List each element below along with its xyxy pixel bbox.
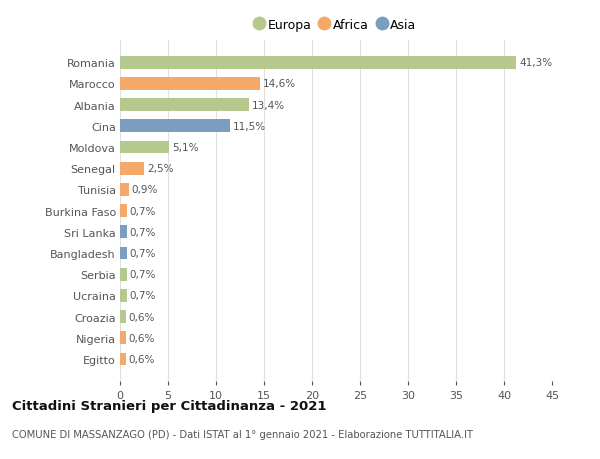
Bar bbox=[120, 289, 127, 302]
Text: 0,7%: 0,7% bbox=[130, 269, 156, 280]
Text: 0,9%: 0,9% bbox=[131, 185, 158, 195]
Text: 2,5%: 2,5% bbox=[147, 164, 173, 174]
Text: 0,7%: 0,7% bbox=[130, 206, 156, 216]
Legend: Europa, Africa, Asia: Europa, Africa, Asia bbox=[251, 14, 421, 37]
Bar bbox=[120, 78, 260, 90]
Text: 0,6%: 0,6% bbox=[128, 354, 155, 364]
Bar bbox=[120, 141, 169, 154]
Bar bbox=[120, 99, 248, 112]
Bar bbox=[120, 226, 127, 239]
Bar bbox=[120, 184, 128, 196]
Bar bbox=[120, 120, 230, 133]
Text: 0,7%: 0,7% bbox=[130, 227, 156, 237]
Text: 14,6%: 14,6% bbox=[263, 79, 296, 89]
Bar bbox=[120, 162, 144, 175]
Text: COMUNE DI MASSANZAGO (PD) - Dati ISTAT al 1° gennaio 2021 - Elaborazione TUTTITA: COMUNE DI MASSANZAGO (PD) - Dati ISTAT a… bbox=[12, 429, 473, 439]
Text: 0,7%: 0,7% bbox=[130, 291, 156, 301]
Bar bbox=[120, 57, 517, 69]
Text: 41,3%: 41,3% bbox=[520, 58, 553, 68]
Bar bbox=[120, 353, 126, 365]
Text: 0,7%: 0,7% bbox=[130, 248, 156, 258]
Bar bbox=[120, 247, 127, 260]
Bar bbox=[120, 332, 126, 344]
Bar bbox=[120, 311, 126, 323]
Text: 0,6%: 0,6% bbox=[128, 312, 155, 322]
Text: 11,5%: 11,5% bbox=[233, 122, 266, 132]
Text: 5,1%: 5,1% bbox=[172, 143, 199, 153]
Text: 13,4%: 13,4% bbox=[251, 101, 284, 110]
Bar bbox=[120, 205, 127, 218]
Text: Cittadini Stranieri per Cittadinanza - 2021: Cittadini Stranieri per Cittadinanza - 2… bbox=[12, 399, 326, 412]
Bar bbox=[120, 268, 127, 281]
Text: 0,6%: 0,6% bbox=[128, 333, 155, 343]
